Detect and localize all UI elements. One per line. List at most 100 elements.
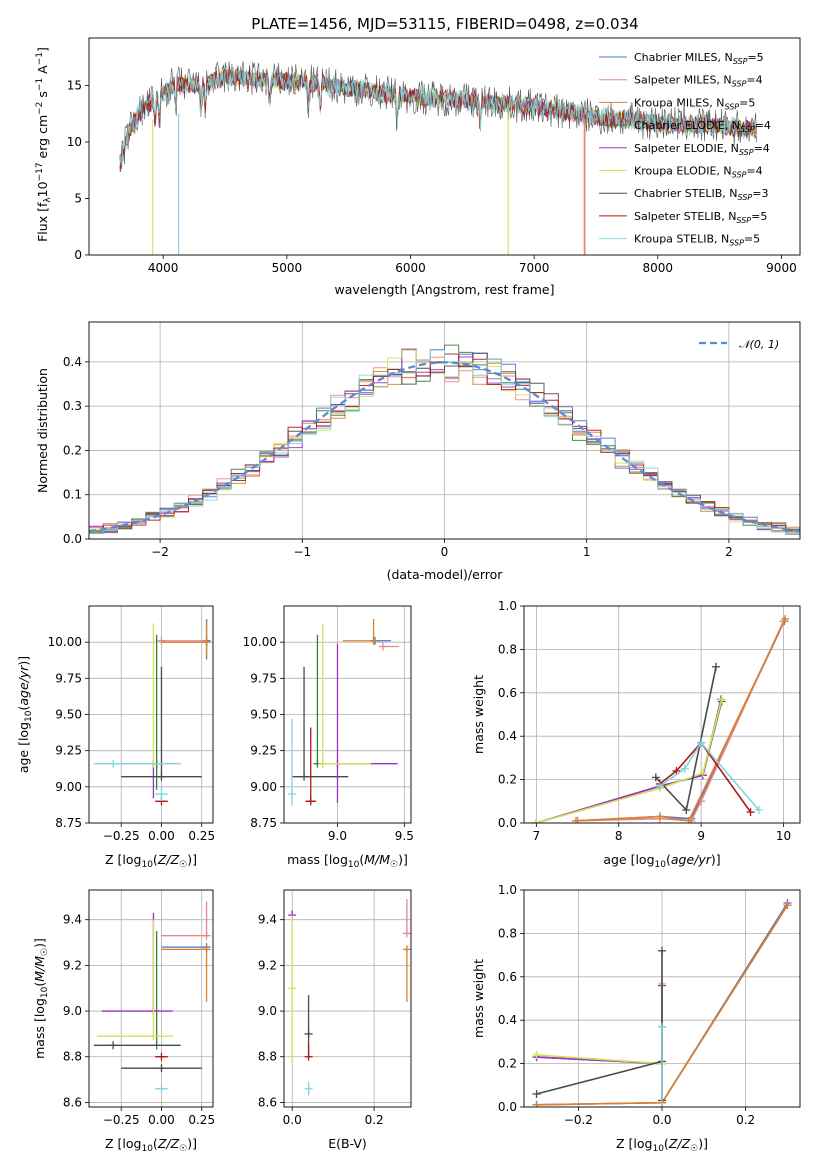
x-tick-label: 0.2: [365, 1113, 384, 1127]
histogram-line: [89, 349, 800, 535]
axes-frame: [88, 37, 801, 256]
age-vs-mass-axes: 9.0 9.5 8.75 9.00 9.25 9.50 9.75 10.00 mass [log…: [243, 605, 414, 870]
weight-vs-Z-axes: −0.2 0.0 0.2 0.0 0.2 0.4 0.6 0.8 1.0 mass weight Z…: [471, 883, 801, 1154]
y-tick-label: 0.2: [498, 773, 517, 787]
y-tick-label: 0.0: [63, 532, 82, 546]
weight-line: [536, 699, 722, 823]
legend: Chabrier MILES, NSSP=5 Salpeter MILES, NS…: [599, 51, 771, 248]
x-tick-label: 8: [615, 829, 623, 843]
y-tick-label: 0.4: [498, 1013, 517, 1027]
y-axis-label: mass weight: [471, 675, 486, 754]
y-tick-label: 8.8: [258, 1050, 277, 1064]
x-axis-label: Z [log10(Z/Z☉)]: [105, 1136, 197, 1154]
y-tick-label: 1.0: [498, 883, 517, 897]
x-axis-label: Z [log10(Z/Z☉)]: [616, 1136, 708, 1154]
y-tick-label: 0.8: [498, 926, 517, 940]
y-tick-label: 9.4: [258, 913, 277, 927]
x-tick-label: 0.25: [188, 1113, 215, 1127]
plot-area: [288, 899, 411, 1096]
y-tick-label: 8.75: [55, 816, 82, 830]
spectrum-axes: 4000 5000 6000 7000 8000 9000 0 5 10 15 wavelength…: [35, 37, 801, 297]
age-vs-Z-axes: −0.25 0.00 0.25 8.75 9.00 9.25 9.50 9.75 10.00 Z …: [16, 605, 215, 870]
y-axis-label: age [log10(age/yr)]: [16, 656, 34, 773]
normal-curve: [89, 361, 800, 533]
y-tick-label: 9.00: [55, 780, 82, 794]
y-tick-label: 8.8: [63, 1050, 82, 1064]
spectrum-line: [119, 66, 757, 167]
x-axis-label: (data-model)/error: [387, 567, 504, 582]
y-tick-label: 0.4: [498, 729, 517, 743]
mass-vs-Z-axes: −0.25 0.00 0.25 8.6 8.8 9.0 9.2 9.4 Z [log10(Z/Z…: [32, 889, 215, 1154]
weight-line: [577, 620, 785, 822]
legend-label: Chabrier MILES, NSSP=5: [634, 51, 764, 66]
x-tick-label: 0.00: [148, 1113, 175, 1127]
axes-frame: [88, 889, 214, 1108]
x-axis-label: E(B-V): [328, 1136, 367, 1151]
x-tick-label: −1: [293, 545, 311, 559]
x-tick-label: −0.2: [564, 1113, 593, 1127]
weight-line: [659, 741, 760, 811]
y-tick-label: 0.3: [63, 399, 82, 413]
weight-line: [536, 699, 723, 823]
x-tick-label: −0.25: [103, 829, 140, 843]
y-tick-label: 0.0: [498, 1100, 517, 1114]
x-tick-label: 8000: [643, 261, 674, 275]
y-axis-label: mass [log10(M/M☉)]: [32, 938, 50, 1059]
weight-line: [575, 618, 786, 822]
y-tick-label: 10: [67, 135, 82, 149]
legend-label: Chabrier ELODIE, NSSP=4: [634, 119, 771, 134]
x-axis-label: Z [log10(Z/Z☉)]: [105, 852, 197, 870]
y-tick-label: 9.0: [258, 1004, 277, 1018]
y-axis-label: Normed distribution: [35, 368, 50, 493]
plot-area: [532, 615, 790, 823]
x-tick-label: 1: [583, 545, 591, 559]
y-tick-label: 9.50: [250, 708, 277, 722]
weight-line: [536, 701, 723, 823]
mass-vs-EBV-axes: 0.0 0.2 8.6 8.8 9.0 9.2 9.4 E(B-V): [258, 889, 412, 1151]
weight-line: [659, 741, 752, 813]
x-tick-label: 7000: [519, 261, 550, 275]
y-tick-label: 0.6: [498, 970, 517, 984]
x-tick-label: 4000: [148, 261, 179, 275]
figure-title: PLATE=1456, MJD=53115, FIBERID=0498, z=0…: [251, 15, 638, 33]
residual-axes: −2 −1 0 1 2 0.0 0.1 0.2 0.3 0.4 (data-model)/error…: [35, 321, 801, 582]
plot-area: [93, 901, 211, 1093]
y-tick-label: 15: [67, 78, 82, 92]
plot-area: [89, 344, 800, 535]
x-tick-label: 0.00: [148, 829, 175, 843]
legend-label: Kroupa ELODIE, NSSP=4: [634, 165, 763, 180]
x-tick-label: 7: [533, 829, 541, 843]
legend-label: Chabrier STELIB, NSSP=3: [634, 187, 768, 202]
y-tick-label: 9.25: [250, 744, 277, 758]
spectrum-line: [119, 61, 757, 173]
x-tick-label: −2: [151, 545, 169, 559]
weight-line: [536, 950, 663, 1095]
x-tick-label: 0: [441, 545, 449, 559]
y-axis-label: mass weight: [471, 959, 486, 1038]
legend-label: Salpeter MILES, NSSP=4: [634, 74, 763, 89]
y-tick-label: 9.2: [258, 958, 277, 972]
y-tick-label: 0.4: [63, 355, 82, 369]
x-tick-label: 10: [776, 829, 791, 843]
x-tick-label: 6000: [395, 261, 426, 275]
y-tick-label: 8.6: [258, 1095, 277, 1109]
y-tick-label: 9.75: [55, 671, 82, 685]
x-tick-label: 9.0: [328, 829, 347, 843]
x-tick-label: 9.5: [395, 829, 414, 843]
y-tick-label: 9.2: [63, 958, 82, 972]
weight-vs-age-axes: 7 8 9 10 0.0 0.2 0.4 0.6 0.8 1.0 mass weight age [l…: [471, 599, 801, 870]
legend-label: Salpeter STELIB, NSSP=5: [634, 210, 767, 225]
y-tick-label: 5: [74, 191, 82, 205]
x-tick-label: 0.25: [188, 829, 215, 843]
y-tick-label: 9.4: [63, 913, 82, 927]
axes-frame: [283, 889, 412, 1108]
x-tick-label: 9: [697, 829, 705, 843]
histogram-line: [89, 352, 800, 532]
x-tick-label: −0.25: [103, 1113, 140, 1127]
plot-area: [532, 899, 792, 1107]
plot-area: [93, 619, 211, 806]
x-tick-label: 5000: [272, 261, 303, 275]
plot-area: [119, 61, 757, 255]
y-tick-label: 9.0: [63, 1004, 82, 1018]
